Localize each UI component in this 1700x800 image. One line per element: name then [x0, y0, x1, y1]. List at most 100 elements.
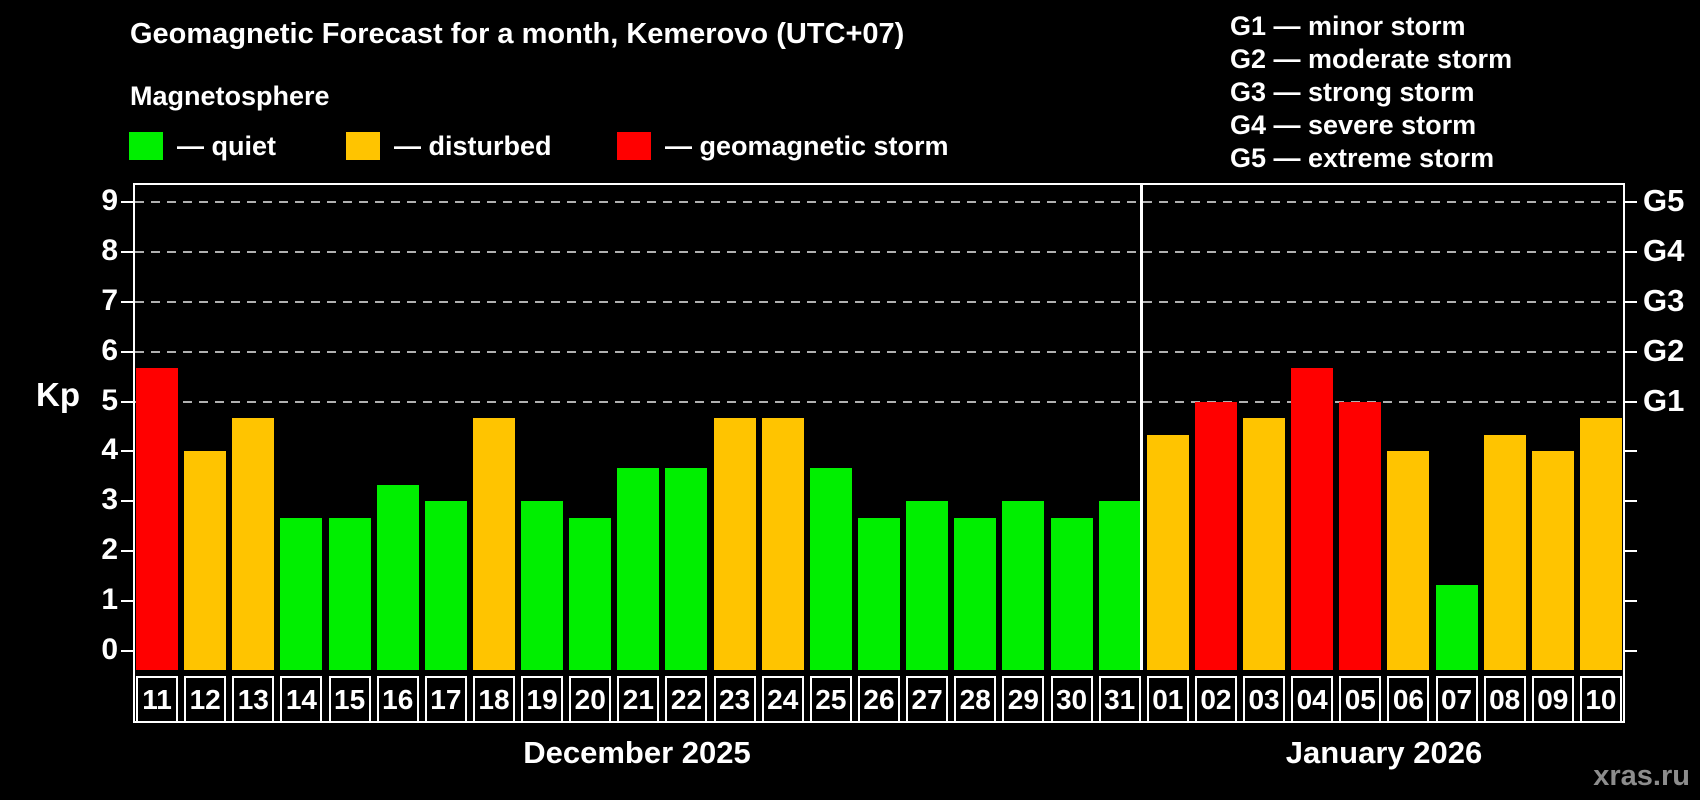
day-label-box: 18: [472, 676, 515, 723]
right-tick: [1625, 500, 1637, 503]
y-tick-label: 6: [101, 333, 118, 367]
g2-legend-line: G2 — moderate storm: [1230, 44, 1513, 74]
kp-bar: [1050, 517, 1093, 670]
kp-bar: [1579, 417, 1622, 670]
right-tick: [1625, 200, 1637, 203]
kp-bar: [1387, 451, 1430, 670]
day-label-box: 14: [280, 676, 323, 723]
y-tick-label: 8: [101, 233, 118, 267]
day-label-box: 05: [1339, 676, 1382, 723]
day-label-box: 19: [521, 676, 564, 723]
left-tick: [121, 450, 133, 453]
day-label-box: 24: [761, 676, 804, 723]
disturbed-color-swatch: [346, 132, 380, 160]
gridline: [135, 250, 1623, 253]
chart-title: Geomagnetic Forecast for a month, Kemero…: [130, 18, 905, 50]
xras-watermark: xras.ru: [1593, 760, 1690, 792]
g-scale-legend: G1 — minor storm G2 — moderate storm G3 …: [1230, 10, 1512, 175]
left-tick: [121, 250, 133, 253]
g3-legend-line: G3 — strong storm: [1230, 77, 1475, 107]
kp-bar: [906, 501, 949, 670]
g-level-label: G5: [1643, 182, 1685, 218]
day-label-box: 23: [713, 676, 756, 723]
day-label-box: 25: [809, 676, 852, 723]
y-tick-label: 2: [101, 533, 118, 567]
kp-bar: [521, 501, 564, 670]
y-tick-label: 9: [101, 183, 118, 217]
g4-legend-line: G4 — severe storm: [1230, 110, 1477, 140]
kp-bar: [1243, 417, 1286, 670]
g-level-label: G4: [1643, 232, 1685, 268]
g-level-label: G3: [1643, 282, 1685, 318]
legend-label-storm: — geomagnetic storm: [665, 130, 949, 161]
kp-bar: [472, 417, 515, 670]
kp-bar: [858, 517, 900, 670]
day-label-box: 08: [1483, 676, 1526, 723]
day-label-box: 16: [376, 676, 419, 723]
y-tick-label: 7: [101, 283, 118, 317]
day-label-box: 17: [424, 676, 467, 723]
day-label-box: 22: [665, 676, 708, 723]
right-tick: [1625, 650, 1637, 652]
month-label-january: January 2026: [1285, 735, 1483, 770]
gridline: [135, 400, 1623, 403]
right-tick: [1625, 250, 1637, 253]
kp-bar: [569, 517, 612, 670]
kp-bar: [1002, 501, 1045, 670]
right-tick: [1625, 300, 1637, 303]
g5-legend-line: G5 — extreme storm: [1230, 143, 1495, 173]
kp-bar: [1531, 451, 1574, 670]
kp-bar: [1435, 584, 1478, 670]
y-tick-label: 1: [101, 583, 118, 617]
day-label-box: 27: [906, 676, 949, 723]
left-tick: [121, 650, 133, 652]
gridline: [135, 300, 1623, 303]
kp-bar: [761, 417, 804, 670]
day-label-box: 06: [1387, 676, 1430, 723]
left-tick: [121, 300, 133, 303]
right-tick: [1625, 400, 1637, 403]
day-label-box: 15: [328, 676, 371, 723]
kp-bar: [665, 467, 708, 670]
day-label-box: 31: [1098, 676, 1141, 723]
day-label-box: 01: [1146, 676, 1189, 723]
kp-bar: [809, 467, 852, 670]
legend-item-quiet: — quiet: [129, 131, 276, 161]
legend-item-storm: — geomagnetic storm: [617, 131, 949, 161]
quiet-color-swatch: [129, 132, 163, 160]
legend-label-quiet: — quiet: [177, 130, 276, 161]
g-level-label: G1: [1643, 382, 1685, 418]
kp-bar: [376, 484, 419, 670]
day-label-box: 20: [569, 676, 612, 723]
right-tick: [1625, 550, 1637, 553]
magnetosphere-label: Magnetosphere: [130, 81, 330, 111]
day-label-box: 07: [1435, 676, 1478, 723]
day-label-box: 11: [136, 676, 179, 723]
kp-bar: [954, 517, 997, 670]
day-label-box: 04: [1291, 676, 1334, 723]
left-tick: [121, 550, 133, 553]
right-tick: [1625, 450, 1637, 453]
g1-legend-line: G1 — minor storm: [1230, 11, 1466, 41]
left-tick: [121, 600, 133, 603]
day-label-box: 10: [1579, 676, 1622, 723]
y-tick-label: 0: [101, 633, 118, 666]
left-tick: [121, 350, 133, 353]
day-label-box: 03: [1243, 676, 1286, 723]
month-label-december: December 2025: [523, 735, 751, 770]
kp-bar: [280, 517, 323, 670]
y-tick-label: 4: [101, 433, 118, 467]
gridline: [135, 200, 1623, 203]
kp-bar: [1291, 368, 1334, 670]
legend-item-disturbed: — disturbed: [346, 131, 552, 161]
day-label-box: 28: [954, 676, 997, 723]
day-label-box: 09: [1531, 676, 1574, 723]
kp-bar: [1339, 401, 1382, 670]
kp-bar: [1146, 434, 1189, 670]
kp-bar: [136, 368, 179, 670]
left-tick: [121, 500, 133, 503]
day-label-box: 29: [1002, 676, 1045, 723]
y-tick-label: 3: [101, 483, 118, 517]
kp-axis-label: Kp: [36, 376, 80, 413]
kp-bar: [184, 451, 227, 670]
